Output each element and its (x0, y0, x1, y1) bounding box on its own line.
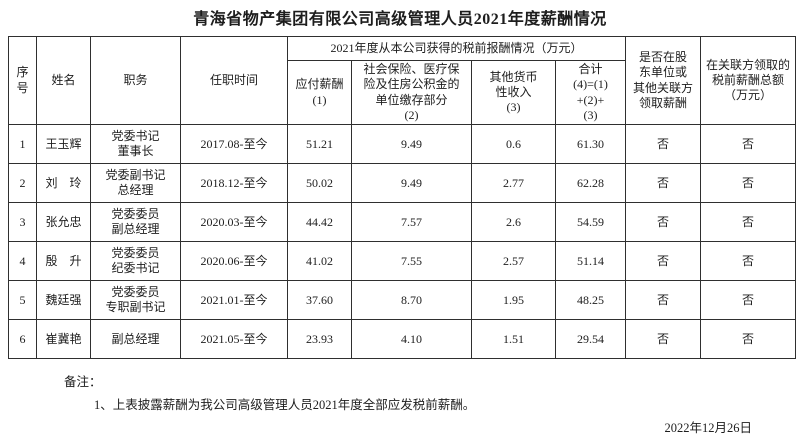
cell-name: 张允忠 (36, 202, 91, 243)
note-item-1: 1、上表披露薪酬为我公司高级管理人员2021年度全部应发税前薪酬。 (94, 398, 476, 413)
cell-position: 党委委员 专职副书记 (90, 280, 181, 321)
cell-position: 党委委员 副总经理 (90, 202, 181, 243)
header-group-pretax: 2021年度从本公司获得的税前报酬情况（万元） (286, 36, 627, 61)
table-row: 5 魏廷强 党委委员 专职副书记 2021.01-至今 37.60 8.70 1… (8, 280, 797, 321)
header-related-party: 在关联方领取的 税前薪酬总额 （万元） (700, 35, 797, 126)
cell-total: 29.54 (554, 319, 627, 360)
cell-other: 2.77 (471, 163, 556, 204)
cell-related: 否 (700, 124, 797, 165)
header-insurance: 社会保险、医疗保 险及住房公积金的 单位缴存部分 (2) (351, 59, 472, 126)
cell-payable: 51.21 (287, 124, 352, 165)
cell-position: 党委书记 董事长 (90, 124, 181, 165)
cell-seq: 3 (8, 202, 37, 243)
cell-other: 2.57 (471, 241, 556, 282)
header-row-sub: 应付薪酬 (1) 社会保险、医疗保 险及住房公积金的 单位缴存部分 (2) 其他… (9, 59, 796, 126)
cell-related: 否 (700, 241, 797, 282)
cell-name: 殷 升 (36, 241, 91, 282)
cell-tenure: 2017.08-至今 (180, 124, 288, 165)
cell-related: 否 (700, 202, 797, 243)
cell-position: 党委副书记 总经理 (90, 163, 181, 204)
cell-shareholder: 否 (625, 319, 702, 360)
cell-seq: 5 (8, 280, 37, 321)
cell-seq: 4 (8, 241, 37, 282)
cell-related: 否 (700, 319, 797, 360)
cell-insurance: 4.10 (351, 319, 472, 360)
cell-other: 1.51 (471, 319, 556, 360)
cell-tenure: 2021.01-至今 (180, 280, 288, 321)
cell-tenure: 2021.05-至今 (180, 319, 288, 360)
header-shareholder: 是否在股 东单位或 其他关联方 领取薪酬 (625, 35, 702, 126)
cell-shareholder: 否 (625, 241, 702, 282)
cell-shareholder: 否 (625, 202, 702, 243)
cell-name: 王玉辉 (36, 124, 91, 165)
cell-insurance: 9.49 (351, 124, 472, 165)
cell-insurance: 7.57 (351, 202, 472, 243)
header-payable: 应付薪酬 (1) (287, 59, 352, 126)
cell-tenure: 2020.03-至今 (180, 202, 288, 243)
header-row-group: 序 号 姓名 职务 任职时间 2021年度从本公司获得的税前报酬情况（万元） 是… (8, 35, 797, 126)
cell-payable: 50.02 (287, 163, 352, 204)
cell-other: 2.6 (471, 202, 556, 243)
cell-payable: 23.93 (287, 319, 352, 360)
cell-insurance: 9.49 (351, 163, 472, 204)
cell-name: 刘 玲 (36, 163, 91, 204)
cell-position: 副总经理 (90, 319, 181, 360)
header-position: 职务 (90, 35, 181, 126)
cell-tenure: 2018.12-至今 (180, 163, 288, 204)
header-total: 合计 (4)=(1) +(2)+ (3) (554, 59, 627, 126)
cell-payable: 41.02 (287, 241, 352, 282)
cell-tenure: 2020.06-至今 (180, 241, 288, 282)
cell-seq: 6 (8, 319, 37, 360)
header-name: 姓名 (36, 35, 91, 126)
cell-total: 62.28 (554, 163, 627, 204)
cell-insurance: 7.55 (351, 241, 472, 282)
cell-position: 党委委员 纪委书记 (90, 241, 181, 282)
cell-payable: 44.42 (287, 202, 352, 243)
cell-insurance: 8.70 (351, 280, 472, 321)
cell-related: 否 (700, 163, 797, 204)
cell-total: 54.59 (554, 202, 627, 243)
cell-total: 48.25 (554, 280, 627, 321)
salary-table: 序 号 姓名 职务 任职时间 2021年度从本公司获得的税前报酬情况（万元） 是… (8, 35, 797, 360)
cell-seq: 2 (8, 163, 37, 204)
date-text: 2022年12月26日 (664, 421, 752, 436)
header-tenure: 任职时间 (180, 35, 288, 126)
notes-section: 备注： 1、上表披露薪酬为我公司高级管理人员2021年度全部应发税前薪酬。 (64, 371, 800, 413)
table-row: 6 崔冀艳 副总经理 2021.05-至今 23.93 4.10 1.51 29… (8, 319, 797, 360)
table-row: 1 王玉辉 党委书记 董事长 2017.08-至今 51.21 9.49 0.6… (8, 124, 797, 165)
cell-other: 0.6 (471, 124, 556, 165)
cell-shareholder: 否 (625, 124, 702, 165)
cell-total: 61.30 (554, 124, 627, 165)
notes-label: 备注： (64, 375, 102, 390)
table-row: 2 刘 玲 党委副书记 总经理 2018.12-至今 50.02 9.49 2.… (8, 163, 797, 204)
cell-name: 魏廷强 (36, 280, 91, 321)
header-seq: 序 号 (8, 35, 37, 126)
cell-payable: 37.60 (287, 280, 352, 321)
cell-shareholder: 否 (625, 280, 702, 321)
cell-name: 崔冀艳 (36, 319, 91, 360)
page-title: 青海省物产集团有限公司高级管理人员2021年度薪酬情况 (193, 11, 607, 28)
table-row: 4 殷 升 党委委员 纪委书记 2020.06-至今 41.02 7.55 2.… (8, 241, 797, 282)
cell-other: 1.95 (471, 280, 556, 321)
cell-related: 否 (700, 280, 797, 321)
cell-total: 51.14 (554, 241, 627, 282)
header-other-income: 其他货币 性收入 (3) (471, 59, 556, 126)
cell-shareholder: 否 (625, 163, 702, 204)
cell-seq: 1 (8, 124, 37, 165)
table-row: 3 张允忠 党委委员 副总经理 2020.03-至今 44.42 7.57 2.… (8, 202, 797, 243)
